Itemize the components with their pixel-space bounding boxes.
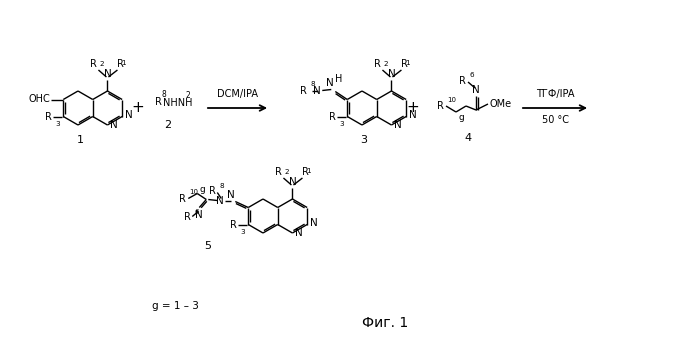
Text: 1: 1 bbox=[77, 135, 84, 145]
Text: N: N bbox=[288, 177, 297, 187]
Text: 4: 4 bbox=[464, 133, 472, 143]
Text: N: N bbox=[227, 191, 235, 201]
Text: R: R bbox=[179, 193, 186, 204]
Text: R: R bbox=[437, 101, 444, 111]
Text: 3: 3 bbox=[55, 120, 60, 127]
Text: 1: 1 bbox=[121, 60, 126, 66]
Text: R: R bbox=[302, 167, 309, 177]
Text: R: R bbox=[184, 212, 191, 222]
Text: 5: 5 bbox=[205, 241, 211, 251]
Text: NHNH: NHNH bbox=[163, 98, 193, 108]
Text: DCM/IPA: DCM/IPA bbox=[217, 89, 258, 99]
Text: 2: 2 bbox=[383, 61, 388, 67]
Text: OMe: OMe bbox=[490, 99, 512, 109]
Text: Фиг. 1: Фиг. 1 bbox=[362, 316, 408, 330]
Text: 8: 8 bbox=[219, 182, 224, 189]
Text: 6: 6 bbox=[194, 208, 199, 214]
Text: R: R bbox=[230, 221, 237, 231]
Text: +: + bbox=[132, 101, 144, 116]
Text: +: + bbox=[407, 101, 419, 116]
Text: N: N bbox=[216, 195, 223, 206]
Text: N: N bbox=[295, 228, 303, 238]
Text: 8: 8 bbox=[311, 81, 315, 88]
Text: R: R bbox=[117, 59, 124, 69]
Text: N: N bbox=[409, 110, 417, 120]
Text: R: R bbox=[155, 97, 162, 107]
Text: R: R bbox=[300, 86, 307, 95]
Text: R: R bbox=[89, 59, 96, 69]
Text: 8: 8 bbox=[161, 90, 165, 99]
Text: R: R bbox=[274, 167, 281, 177]
Text: g: g bbox=[458, 113, 464, 122]
Text: N: N bbox=[325, 78, 333, 89]
Text: ТГФ/IPA: ТГФ/IPA bbox=[536, 89, 574, 99]
Text: 10: 10 bbox=[447, 97, 456, 103]
Text: 1: 1 bbox=[306, 168, 311, 174]
Text: 10: 10 bbox=[189, 190, 198, 195]
Text: N: N bbox=[387, 69, 395, 79]
Text: N: N bbox=[394, 120, 402, 130]
Text: N: N bbox=[195, 209, 203, 220]
Text: R: R bbox=[401, 59, 408, 69]
Text: H: H bbox=[334, 74, 342, 85]
Text: R: R bbox=[209, 187, 216, 196]
Text: R: R bbox=[373, 59, 380, 69]
Text: 2: 2 bbox=[165, 120, 172, 130]
Text: 2: 2 bbox=[99, 61, 104, 67]
Text: 1: 1 bbox=[406, 60, 410, 66]
Text: N: N bbox=[110, 120, 118, 130]
Text: 3: 3 bbox=[339, 120, 344, 127]
Text: 3: 3 bbox=[360, 135, 368, 145]
Text: 50 °C: 50 °C bbox=[542, 115, 568, 125]
Text: N: N bbox=[472, 85, 480, 95]
Text: R: R bbox=[45, 113, 52, 122]
Text: 3: 3 bbox=[240, 228, 245, 235]
Text: R: R bbox=[459, 76, 466, 86]
Text: 2: 2 bbox=[186, 91, 191, 100]
Text: N: N bbox=[310, 219, 318, 228]
Text: g: g bbox=[200, 184, 206, 193]
Text: R: R bbox=[329, 113, 336, 122]
Text: g = 1 – 3: g = 1 – 3 bbox=[151, 301, 198, 311]
Text: N: N bbox=[125, 110, 133, 120]
Text: N: N bbox=[103, 69, 111, 79]
Text: N: N bbox=[313, 86, 320, 95]
Text: 2: 2 bbox=[285, 169, 289, 175]
Text: 6: 6 bbox=[469, 72, 474, 78]
Text: OHC: OHC bbox=[29, 94, 50, 104]
